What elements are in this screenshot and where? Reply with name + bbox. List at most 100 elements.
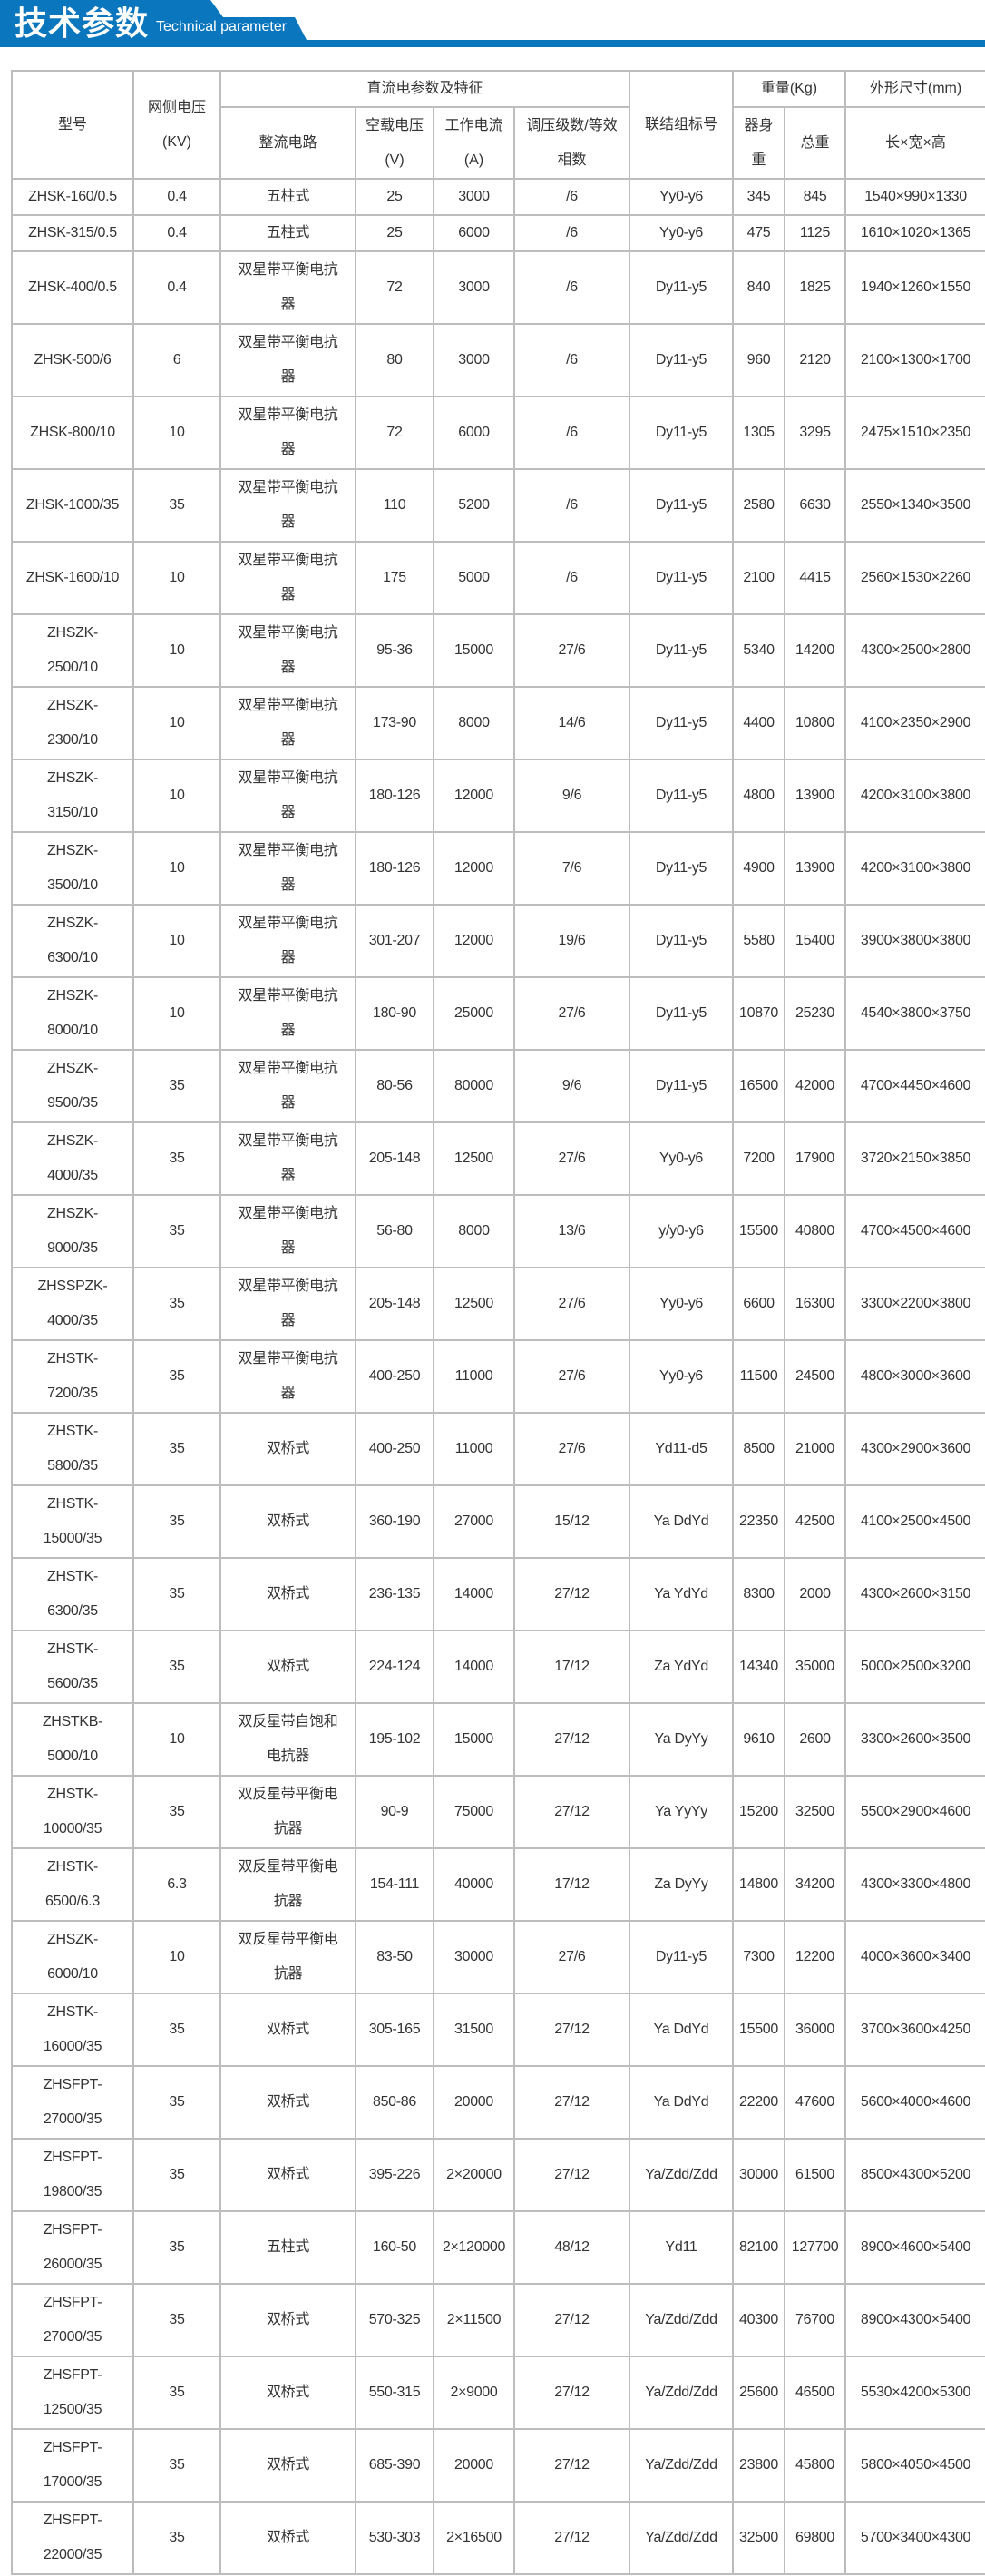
table-row: ZHSK-1600/10 10 双星带平衡电抗 器 175 5000/6 Dy11-y5 2… [11, 541, 985, 615]
cell-body-weight: 32500 [732, 2501, 786, 2575]
cell-no-load-voltage: 224-124 [355, 1630, 434, 1704]
cell-working-current: 6000 [433, 214, 515, 252]
cell-connection: Za DyYy [629, 1847, 735, 1922]
cell-connection: Yy0-y6 [629, 1339, 735, 1414]
cell-dimensions: 2550×1340×3500 [844, 468, 985, 543]
cell-regulation: 13/6 [512, 1194, 631, 1268]
cell-rectifier: 双星带平衡电抗 器 [219, 250, 356, 325]
cell-grid-voltage: 35 [132, 1267, 221, 1341]
cell-working-current: 2×120000 [433, 2210, 515, 2285]
cell-dimensions: 3700×3600×4250 [844, 1993, 985, 2067]
cell-regulation: 27/12 [512, 2065, 631, 2140]
cell-regulation: 27/12 [512, 1775, 631, 1849]
cell-grid-voltage: 35 [132, 1194, 221, 1268]
cell-rectifier: 双星带平衡电抗 器 [219, 976, 356, 1051]
table-row: ZHSTK- 7200/35 35 双星带平衡电抗 器 400-250 11000 27/… [11, 1339, 985, 1414]
cell-rectifier: 双桥式 [219, 2138, 356, 2212]
table-row: ZHSK-1000/35 35 双星带平衡电抗 器 110 5200/6 Dy11-y5 2… [11, 468, 985, 543]
cell-model: ZHSK-1600/10 [11, 541, 134, 615]
header-grid-voltage: 网侧电压 (KV) [132, 70, 221, 180]
table-row: ZHSTK- 6500/6.3 6.3 双反星带平衡电 抗器 154-111 40000… [11, 1847, 985, 1922]
cell-connection: Ya DdYd [629, 1993, 735, 2067]
cell-dimensions: 4300×3300×4800 [844, 1847, 985, 1922]
cell-regulation: 27/6 [512, 1267, 631, 1341]
cell-dimensions: 4800×3000×3600 [844, 1339, 985, 1414]
header-dc-parameters: 直流电参数及特征 [219, 70, 631, 108]
cell-total-weight: 35000 [784, 1630, 847, 1704]
cell-no-load-voltage: 83-50 [355, 1920, 434, 1994]
cell-grid-voltage: 35 [132, 2501, 221, 2575]
cell-rectifier: 双反星带自饱和 电抗器 [219, 1702, 356, 1777]
cell-working-current: 27000 [433, 1484, 515, 1559]
cell-connection: Ya DyYy [629, 1702, 735, 1777]
cell-body-weight: 7200 [732, 1121, 786, 1196]
cell-dimensions: 8900×4600×5400 [844, 2210, 985, 2285]
cell-model: ZHSZK- 2300/10 [11, 686, 134, 760]
cell-rectifier: 双星带平衡电抗 器 [219, 759, 356, 833]
cell-rectifier: 双星带平衡电抗 器 [219, 468, 356, 543]
cell-body-weight: 4400 [732, 686, 786, 760]
header-body-weight: 器身 重 [732, 106, 786, 180]
cell-regulation: 48/12 [512, 2210, 631, 2285]
cell-working-current: 8000 [433, 686, 515, 760]
cell-no-load-voltage: 236-135 [355, 1557, 434, 1631]
cell-body-weight: 4800 [732, 759, 786, 833]
cell-no-load-voltage: 173-90 [355, 686, 434, 760]
cell-rectifier: 双反星带平衡电 抗器 [219, 1847, 356, 1922]
cell-regulation: 9/6 [512, 1049, 631, 1123]
cell-no-load-voltage: 305-165 [355, 1993, 434, 2067]
cell-dimensions: 4300×2600×3150 [844, 1557, 985, 1631]
cell-rectifier: 双星带平衡电抗 器 [219, 613, 356, 688]
cell-rectifier: 双桥式 [219, 1484, 356, 1559]
cell-no-load-voltage: 80-56 [355, 1049, 434, 1123]
cell-rectifier: 双桥式 [219, 1993, 356, 2067]
cell-grid-voltage: 35 [132, 1993, 221, 2067]
cell-body-weight: 22200 [732, 2065, 786, 2140]
cell-total-weight: 2120 [784, 323, 847, 397]
cell-model: ZHSFPT- 19800/35 [11, 2138, 134, 2212]
cell-dimensions: 2475×1510×2350 [844, 396, 985, 470]
table-row: ZHSSPZK- 4000/35 35 双星带平衡电抗 器 205-148 12500 2… [11, 1267, 985, 1341]
cell-no-load-voltage: 180-126 [355, 831, 434, 906]
cell-body-weight: 4900 [732, 831, 786, 906]
cell-rectifier: 双星带平衡电抗 器 [219, 1267, 356, 1341]
cell-model: ZHSFPT- 12500/35 [11, 2356, 134, 2430]
cell-total-weight: 21000 [784, 1412, 847, 1486]
cell-regulation: /6 [512, 214, 631, 252]
cell-grid-voltage: 10 [132, 541, 221, 615]
cell-connection: Dy11-y5 [629, 396, 735, 470]
section-banner: 技术参数 Technical parameter [0, 0, 985, 47]
cell-total-weight: 40800 [784, 1194, 847, 1268]
cell-body-weight: 9610 [732, 1702, 786, 1777]
cell-no-load-voltage: 400-250 [355, 1339, 434, 1414]
cell-total-weight: 32500 [784, 1775, 847, 1849]
cell-model: ZHSZK- 8000/10 [11, 976, 134, 1051]
cell-regulation: 27/6 [512, 613, 631, 688]
table-row: ZHSZK- 2500/10 10 双星带平衡电抗 器 95-36 15000 27/6 D… [11, 613, 985, 688]
cell-connection: Dy11-y5 [629, 976, 735, 1051]
cell-grid-voltage: 35 [132, 1339, 221, 1414]
table-row: ZHSTK- 6300/35 35 双桥式 236-135 14000 27/12 Ya Y… [11, 1557, 985, 1631]
cell-working-current: 3000 [433, 178, 515, 216]
cell-total-weight: 1825 [784, 250, 847, 325]
cell-rectifier: 双桥式 [219, 2501, 356, 2575]
cell-rectifier: 双星带平衡电抗 器 [219, 1121, 356, 1196]
cell-model: ZHSZK- 3500/10 [11, 831, 134, 906]
cell-grid-voltage: 35 [132, 468, 221, 543]
cell-total-weight: 47600 [784, 2065, 847, 2140]
cell-model: ZHSFPT- 17000/35 [11, 2428, 134, 2503]
cell-total-weight: 13900 [784, 759, 847, 833]
cell-no-load-voltage: 180-90 [355, 976, 434, 1051]
cell-body-weight: 345 [732, 178, 786, 216]
cell-working-current: 80000 [433, 1049, 515, 1123]
cell-model: ZHSZK- 2500/10 [11, 613, 134, 688]
cell-working-current: 12000 [433, 904, 515, 978]
table-row: ZHSK-160/0.5 0.4 五柱式 25 3000/6 Yy0-y6 345 845 15… [11, 178, 985, 216]
cell-rectifier: 双桥式 [219, 2428, 356, 2503]
cell-grid-voltage: 35 [132, 1775, 221, 1849]
cell-grid-voltage: 35 [132, 2210, 221, 2285]
cell-model: ZHSTKB- 5000/10 [11, 1702, 134, 1777]
cell-total-weight: 36000 [784, 1993, 847, 2067]
cell-dimensions: 4200×3100×3800 [844, 831, 985, 906]
cell-connection: Dy11-y5 [629, 1049, 735, 1123]
